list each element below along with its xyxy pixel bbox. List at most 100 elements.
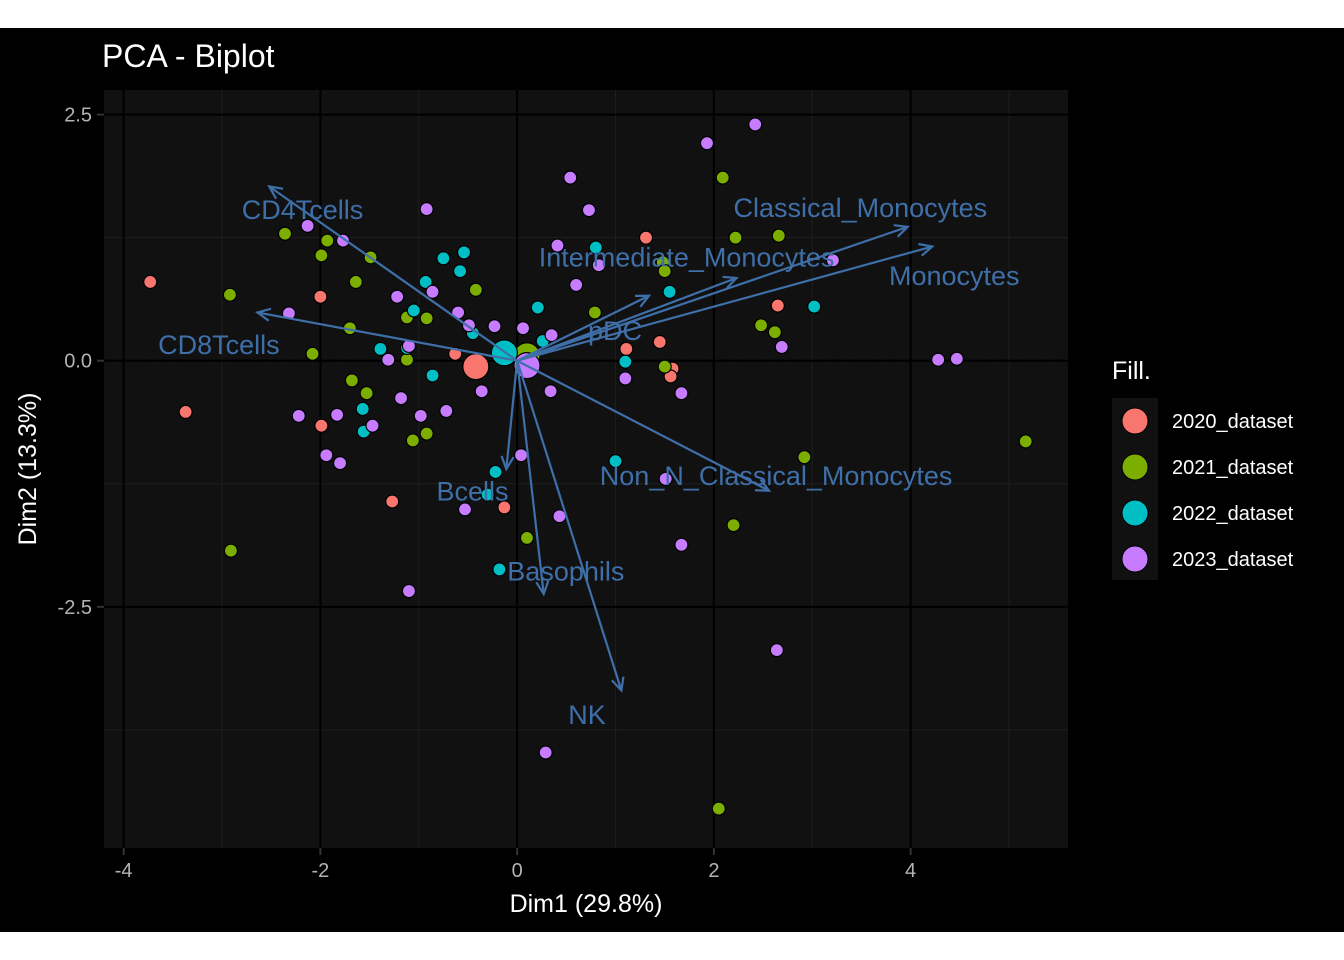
data-point: [608, 454, 623, 469]
data-point: [418, 274, 433, 290]
data-point: [419, 202, 434, 217]
variable-arrow-line: [516, 359, 770, 492]
data-point: [277, 226, 293, 241]
variable-arrow-line: [505, 360, 519, 470]
data-point: [468, 282, 483, 297]
data-points: [143, 117, 1033, 816]
data-point: [425, 284, 440, 299]
legend-title: Fill.: [1112, 357, 1151, 385]
variable-arrow-head: [267, 185, 284, 200]
variable-arrows: [254, 185, 935, 693]
variable-label: Monocytes: [889, 261, 1020, 291]
data-point: [728, 230, 743, 245]
variable-label: CD4Tcells: [242, 195, 364, 225]
data-point: [587, 305, 602, 320]
data-point: [399, 352, 415, 367]
minor-gridlines: [104, 90, 1068, 848]
data-point: [222, 287, 238, 302]
x-tick-label: -2: [312, 860, 330, 882]
data-point: [223, 543, 238, 558]
variable-label: CD8Tcells: [158, 330, 280, 360]
data-point: [425, 368, 440, 383]
data-point: [314, 248, 329, 263]
variable-label: NK: [568, 700, 606, 730]
data-point: [674, 537, 689, 552]
variable-arrow-head: [500, 455, 515, 472]
data-point: [355, 401, 370, 417]
variable-label: Intermediate_Monocytes: [539, 242, 835, 272]
variable-arrow-line: [516, 225, 909, 362]
data-point: [769, 643, 784, 658]
legend-key: [1121, 453, 1149, 481]
data-point: [474, 384, 489, 399]
data-point: [774, 339, 789, 355]
data-point: [497, 500, 512, 515]
data-point: [748, 117, 763, 132]
x-axis-title: Dim1 (29.8%): [510, 890, 663, 918]
data-point: [488, 464, 503, 480]
variable-label: Basophils: [507, 556, 624, 586]
data-point: [538, 745, 553, 760]
y-tick-label: 0.0: [64, 351, 92, 373]
chart-title: PCA - Biplot: [102, 38, 275, 74]
data-point: [711, 801, 726, 816]
data-point: [931, 352, 946, 367]
data-point: [563, 170, 578, 185]
data-point: [588, 240, 603, 255]
data-point: [770, 298, 785, 313]
data-point: [949, 351, 964, 366]
x-tick-label: 2: [708, 860, 719, 882]
data-point: [390, 289, 405, 304]
x-tick-label: 0: [512, 860, 523, 882]
data-point: [314, 418, 329, 433]
data-point: [439, 403, 454, 419]
variable-arrow-line: [516, 360, 545, 595]
variable-arrow-line: [268, 185, 518, 362]
variable-arrow-head: [254, 307, 272, 322]
data-point: [519, 530, 535, 546]
legend-label: 2023_dataset: [1172, 549, 1294, 571]
data-point: [456, 245, 472, 260]
data-point: [365, 418, 380, 433]
variable-arrow-head: [754, 478, 772, 492]
data-point: [332, 455, 348, 471]
data-point: [550, 238, 565, 253]
data-point: [480, 487, 495, 502]
variable-label: Classical_Monocytes: [734, 193, 988, 223]
variable-label: Non_N_Classical_Monocytes: [600, 461, 953, 491]
data-point: [344, 373, 359, 388]
data-point: [305, 346, 320, 361]
data-point: [515, 321, 531, 336]
data-point: [291, 408, 306, 423]
data-point: [373, 341, 388, 357]
x-tick-label: -4: [115, 860, 133, 882]
reference-lines: [104, 90, 1068, 848]
data-point: [771, 228, 786, 243]
data-point: [767, 325, 782, 340]
variable-arrow-line: [516, 245, 933, 362]
data-point: [178, 404, 193, 420]
data-point: [359, 386, 374, 401]
legend-label: 2020_dataset: [1172, 411, 1294, 433]
centroid-point: [462, 353, 490, 381]
data-point: [652, 334, 667, 350]
variable-arrow-head: [918, 242, 935, 257]
chart-canvas: PCA - Biplot CD4Tcells CD8Tcells Classical…: [0, 28, 1344, 932]
legend-key: [1121, 499, 1149, 527]
data-point: [492, 562, 507, 577]
data-point: [401, 583, 417, 599]
data-point: [320, 233, 335, 248]
data-point: [797, 450, 812, 465]
data-point: [581, 202, 597, 218]
variable-arrow-head: [893, 224, 911, 238]
data-point: [657, 359, 672, 374]
variable-labels: CD4Tcells CD8Tcells Classical_Monocytes Mon…: [158, 193, 1019, 730]
data-point: [313, 289, 328, 304]
data-point: [753, 318, 769, 333]
y-tick-label: -2.5: [58, 597, 92, 619]
data-point: [1018, 434, 1033, 449]
legend-label: 2022_dataset: [1172, 503, 1294, 525]
data-point: [618, 371, 633, 386]
data-point: [513, 448, 529, 463]
legend-label: 2021_dataset: [1172, 457, 1294, 479]
